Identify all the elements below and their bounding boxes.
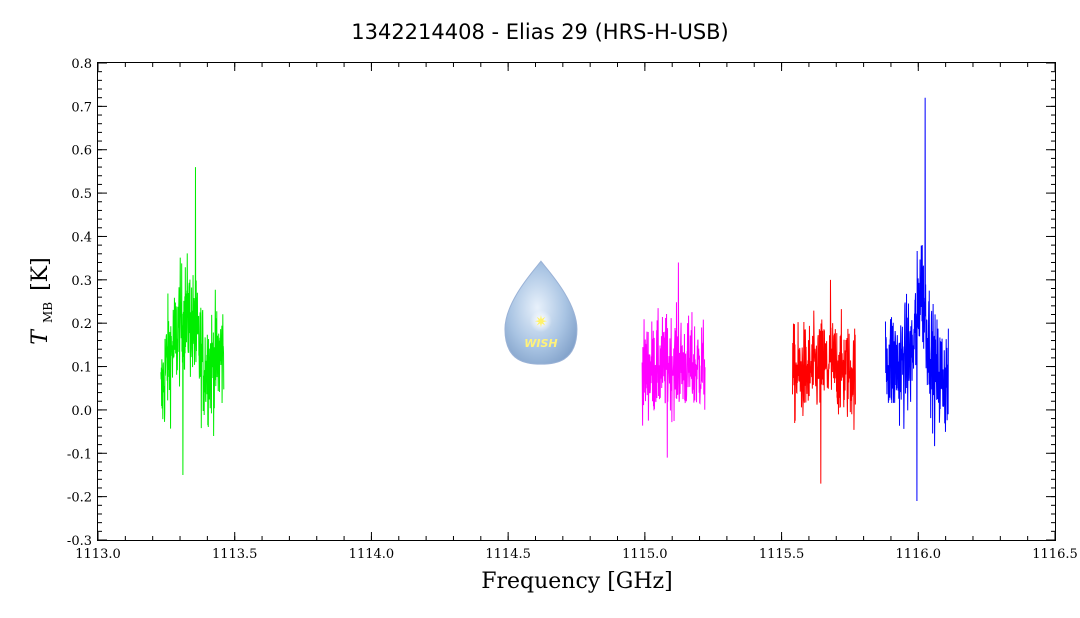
x-tick-label: 1115.5 bbox=[759, 547, 805, 562]
plot-frame bbox=[97, 62, 1056, 541]
svg-text:T MB [K]: T MB [K] bbox=[28, 257, 58, 344]
x-tick-label: 1114.5 bbox=[485, 547, 531, 562]
x-tick-label: 1113.5 bbox=[212, 547, 258, 562]
y-tick-label: -0.1 bbox=[67, 447, 92, 462]
y-tick-label: -0.3 bbox=[67, 534, 92, 549]
spectrum-series-1 bbox=[160, 167, 225, 475]
y-tick-label: 0.4 bbox=[71, 230, 92, 245]
y-tick-label: 0.6 bbox=[71, 144, 92, 159]
x-tick-label: 1113.0 bbox=[75, 547, 121, 562]
series-layer bbox=[160, 97, 949, 501]
y-axis-unit: [K] bbox=[28, 257, 53, 291]
axes-layer: 1113.0 1113.5 1114.0 1114.5 1115.0 1115.5 1116… bbox=[67, 57, 1078, 562]
y-tick-label: 0.2 bbox=[71, 317, 92, 332]
x-tick-label: 1114.0 bbox=[349, 547, 395, 562]
y-tick-label: 0.1 bbox=[71, 361, 92, 376]
star-glow bbox=[529, 310, 552, 333]
y-axis-subscript: MB bbox=[41, 302, 55, 323]
chart-title: 1342214408 - Elias 29 (HRS-H-USB) bbox=[351, 20, 729, 44]
logo-text: WISH bbox=[524, 337, 557, 350]
x-tick-label: 1115.0 bbox=[622, 547, 668, 562]
y-tick-label: 0.7 bbox=[71, 100, 92, 115]
y-tick-label: 0.5 bbox=[71, 187, 92, 202]
wish-logo: ✷ WISH bbox=[504, 260, 578, 365]
y-tick-label: 0.3 bbox=[71, 274, 92, 289]
spectrum-series-3 bbox=[792, 279, 856, 484]
y-axis-label: T MB [K] bbox=[28, 257, 58, 344]
star-icon: ✷ bbox=[534, 312, 547, 331]
spectrum-series-2 bbox=[641, 262, 706, 458]
y-tick-label: 0.0 bbox=[71, 404, 92, 419]
x-tick-label: 1116.5 bbox=[1032, 547, 1078, 562]
x-axis-label: Frequency [GHz] bbox=[481, 569, 673, 594]
y-tick-label: -0.2 bbox=[67, 491, 92, 506]
y-tick-label: 0.8 bbox=[71, 57, 92, 72]
x-tick-label: 1116.0 bbox=[896, 547, 942, 562]
y-axis-symbol: T bbox=[28, 328, 53, 345]
spectrum-series-4 bbox=[884, 97, 949, 501]
